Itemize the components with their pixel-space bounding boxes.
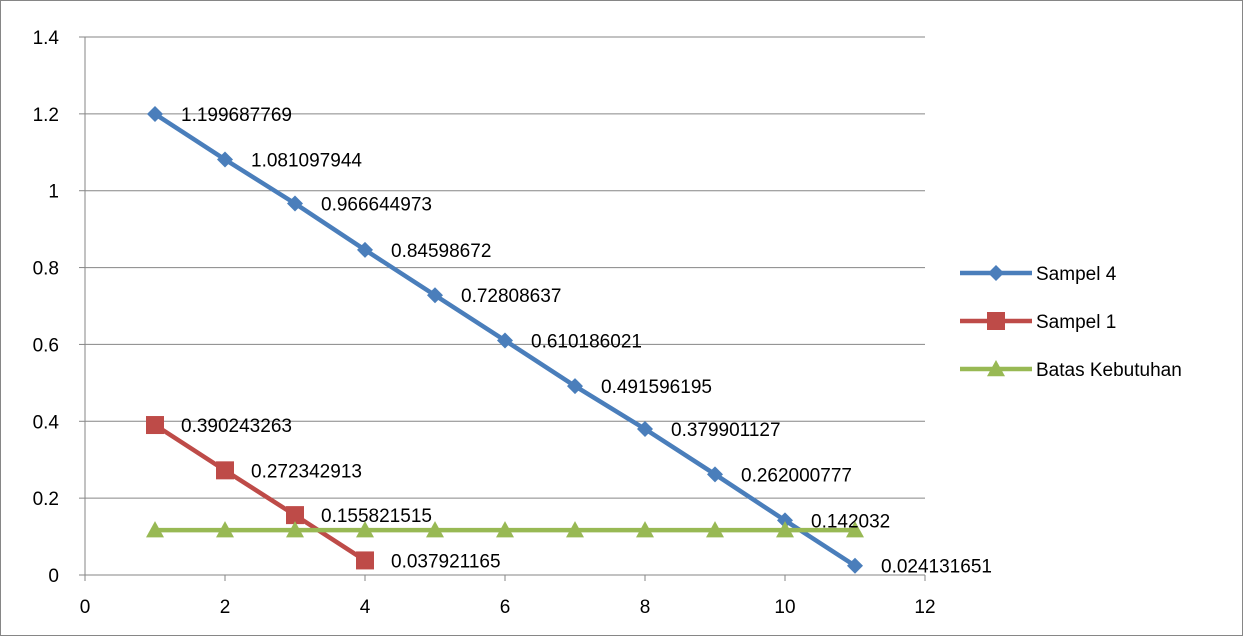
y-tick-label-5: 1 xyxy=(48,182,59,203)
series-2-point-8 xyxy=(706,521,724,538)
series-1-data-label-1: 0.272342913 xyxy=(251,461,362,482)
series-2-point-10 xyxy=(846,521,864,538)
x-tick-label-1: 2 xyxy=(220,597,231,618)
series-1-data-label-3: 0.037921165 xyxy=(391,551,501,572)
x-tick-label-6: 12 xyxy=(914,597,935,618)
series-0-data-label-0: 1.199687769 xyxy=(181,105,292,126)
series-0-point-9 xyxy=(777,512,793,529)
series-2-point-0 xyxy=(146,521,164,538)
series-0-point-7 xyxy=(637,421,653,438)
series-1-point-1 xyxy=(216,461,234,480)
x-tick-label-0: 0 xyxy=(80,597,91,618)
data-labels: 1.199687769 1.081097944 0.966644973 0.84598… xyxy=(181,105,992,578)
series-1-data-label-0: 0.390243263 xyxy=(181,416,292,437)
series-2-point-4 xyxy=(426,521,444,538)
series-2-point-1 xyxy=(216,521,234,538)
series-0-data-label-5: 0.610186021 xyxy=(531,332,642,353)
legend-marker-0 xyxy=(988,265,1004,281)
legend-label-0: Sampel 4 xyxy=(1036,264,1117,285)
series-0-point-8 xyxy=(707,466,723,483)
series-line-1 xyxy=(153,423,367,563)
series-0-point-5 xyxy=(497,332,513,349)
series-0-point-3 xyxy=(357,241,373,258)
y-tick-label-6: 1.2 xyxy=(33,105,59,126)
gridlines xyxy=(85,36,925,499)
series-2-point-5 xyxy=(496,521,514,538)
series-2-point-9 xyxy=(776,521,794,538)
series-0-data-label-2: 0.966644973 xyxy=(321,195,432,216)
series-1-data-label-2: 0.155821515 xyxy=(321,506,432,527)
series-1-point-2 xyxy=(286,506,304,525)
series-0-point-1 xyxy=(217,151,233,168)
series-0-point-2 xyxy=(287,195,303,212)
series-0-point-10 xyxy=(847,557,863,574)
series-0-point-6 xyxy=(567,378,583,395)
series-0-data-label-7: 0.379901127 xyxy=(671,420,781,441)
series-2-point-6 xyxy=(566,521,584,538)
series xyxy=(146,105,864,574)
series-0-data-label-8: 0.262000777 xyxy=(741,465,852,486)
series-0-data-label-3: 0.84598672 xyxy=(391,241,491,262)
series-0-data-label-9: 0.142032 xyxy=(811,511,890,532)
series-0-data-label-1: 1.081097944 xyxy=(251,151,362,172)
y-tick-label-7: 1.4 xyxy=(33,28,60,49)
series-0-data-label-10: 0.024131651 xyxy=(881,557,992,578)
y-tick-label-3: 0.6 xyxy=(33,335,59,356)
series-1-point-3 xyxy=(356,551,374,570)
legend-label-2: Batas Kebutuhan xyxy=(1036,360,1182,381)
y-tick-label-4: 0.8 xyxy=(33,259,59,280)
series-0-data-label-6: 0.491596195 xyxy=(601,377,712,398)
y-tick-label-1: 0.2 xyxy=(33,489,59,510)
x-tick-label-4: 8 xyxy=(640,597,651,618)
x-tick-label-5: 10 xyxy=(774,597,795,618)
legend-marker-2 xyxy=(987,360,1005,377)
series-2-point-2 xyxy=(286,521,304,538)
series-0-point-4 xyxy=(427,287,443,304)
axes: 0 0.2 0.4 0.6 0.8 1 1.2 1.4 0 2 4 6 8 10 12 xyxy=(33,28,936,618)
legend-label-1: Sampel 1 xyxy=(1036,312,1116,333)
series-2-point-3 xyxy=(356,521,374,538)
legend-marker-1 xyxy=(987,312,1005,330)
x-tick-label-3: 6 xyxy=(500,597,511,618)
series-1-point-0 xyxy=(146,416,164,435)
legend: Sampel 4 Sampel 1 Batas Kebutuhan xyxy=(960,264,1182,381)
y-tick-label-0: 0 xyxy=(48,566,59,587)
series-2-point-7 xyxy=(636,521,654,538)
x-tick-label-2: 4 xyxy=(360,597,371,618)
series-0-point-0 xyxy=(147,105,163,122)
y-tick-label-2: 0.4 xyxy=(33,412,60,433)
series-0-data-label-4: 0.72808637 xyxy=(461,286,561,307)
